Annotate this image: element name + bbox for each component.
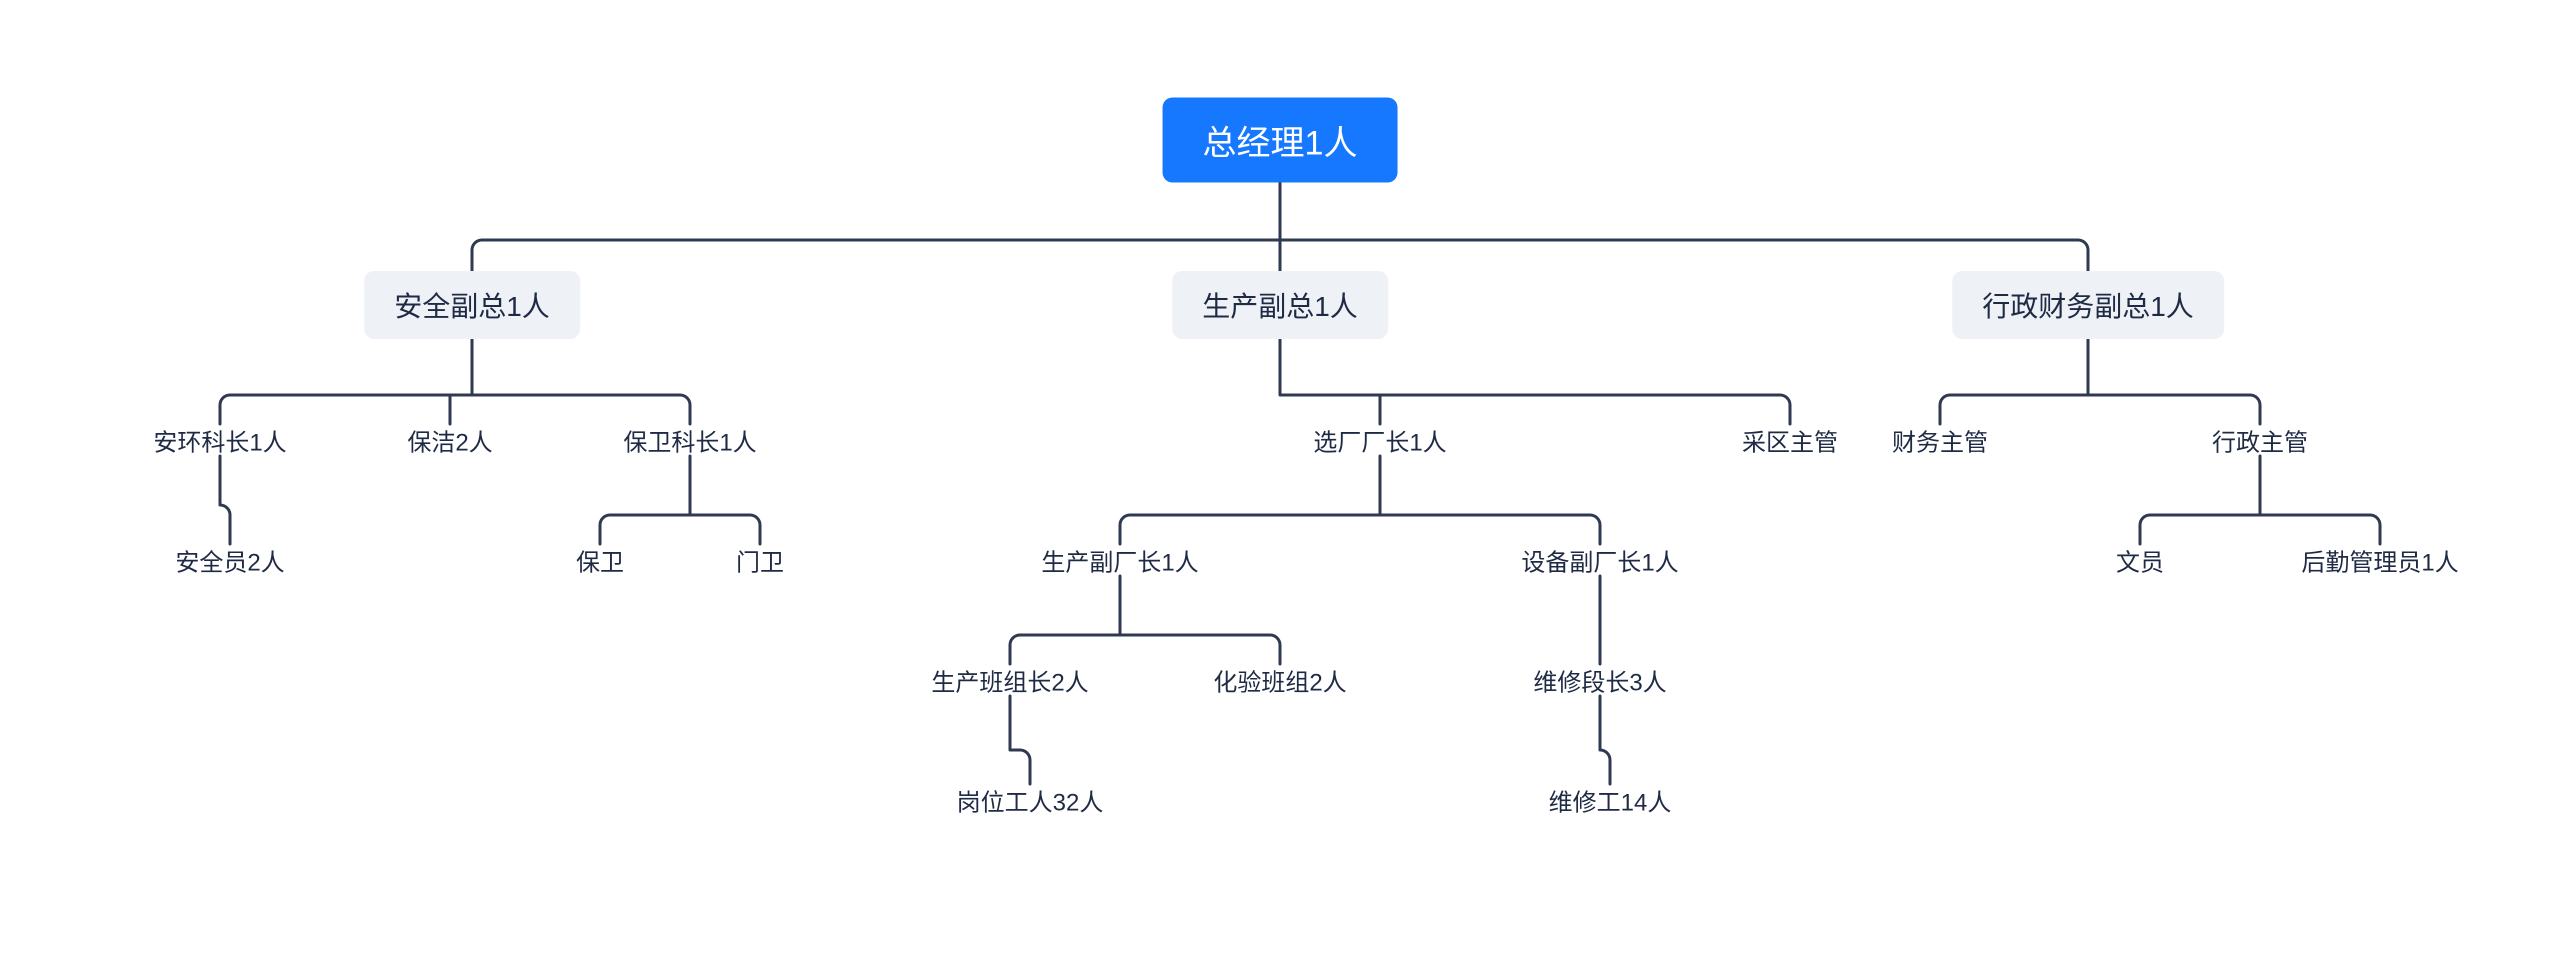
org-node-admin: 行政财务副总1人 [1952, 271, 2224, 339]
org-node-s1a: 安全员2人 [175, 543, 284, 578]
org-node-p1a1a: 岗位工人32人 [957, 783, 1104, 818]
org-node-p2: 采区主管 [1742, 423, 1838, 458]
org-chart: 总经理1人安全副总1人 生产副总1人 行政财务副总1人安环科长1人 保洁2人 保卫科长1… [0, 0, 2560, 972]
org-node-a1: 财务主管 [1892, 423, 1988, 458]
org-node-a2: 行政主管 [2212, 423, 2308, 458]
org-node-a2b: 后勤管理员1人 [2301, 543, 2458, 578]
org-node-s3: 保卫科长1人 [623, 423, 756, 458]
org-node-safety: 安全副总1人 [364, 271, 580, 339]
org-node-s1: 安环科长1人 [153, 423, 286, 458]
org-node-s2: 保洁2人 [407, 423, 492, 458]
org-node-p1a2: 化验班组2人 [1213, 663, 1346, 698]
org-node-s3b: 门卫 [736, 543, 784, 578]
org-node-p1: 选厂厂长1人 [1313, 423, 1446, 458]
org-node-p1b1a: 维修工14人 [1549, 783, 1672, 818]
org-node-p1b1: 维修段长3人 [1533, 663, 1666, 698]
org-node-root: 总经理1人 [1163, 98, 1398, 183]
org-node-p1a1: 生产班组长2人 [931, 663, 1088, 698]
org-node-p1a: 生产副厂长1人 [1041, 543, 1198, 578]
org-node-prod: 生产副总1人 [1172, 271, 1388, 339]
org-node-p1b: 设备副厂长1人 [1521, 543, 1678, 578]
org-node-a2a: 文员 [2116, 543, 2164, 578]
org-node-s3a: 保卫 [576, 543, 624, 578]
